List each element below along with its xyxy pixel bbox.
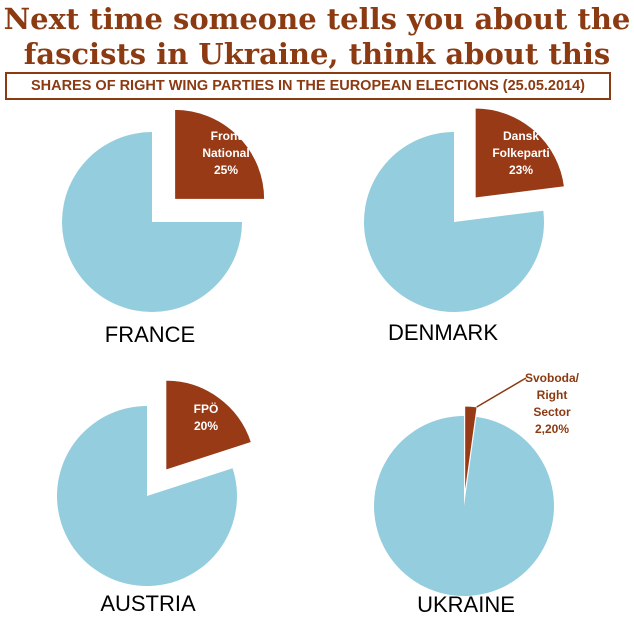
country-label: DENMARK — [388, 320, 498, 345]
title-line-2: fascists in Ukraine, think about this — [23, 37, 611, 71]
subtitle: SHARES OF RIGHT WING PARTIES IN THE EURO… — [30, 78, 586, 94]
pie-slice-other — [374, 416, 555, 596]
pie-slice-other — [57, 406, 238, 586]
country-label: AUSTRIA — [100, 591, 196, 616]
pie-slice-other — [62, 132, 242, 312]
pie-chart-austria: FPÖ 20% AUSTRIA — [57, 379, 253, 616]
title-line-1: Next time someone tells you about the — [3, 2, 631, 36]
slice-label: Sector — [533, 405, 571, 419]
pie-slice-right-wing — [174, 108, 266, 200]
slice-label: 23% — [509, 163, 533, 177]
country-label: FRANCE — [105, 322, 195, 347]
slice-label: National — [202, 146, 249, 160]
page-title: Next time someone tells you about the fa… — [0, 2, 634, 72]
pie-chart-denmark: Dansk Folkeparti 23% DENMARK — [364, 107, 566, 345]
pie-slice-right-wing — [474, 107, 566, 199]
country-label: UKRAINE — [417, 592, 515, 617]
slice-label: Svoboda/ — [525, 371, 580, 385]
pie-slice-other — [364, 132, 544, 312]
slice-label: 2,20% — [535, 422, 569, 436]
slice-label: Folkeparti — [492, 146, 549, 160]
slice-label: 25% — [214, 163, 238, 177]
pie-chart-ukraine: Svoboda/Right Sector 2,20% UKRAINE — [374, 371, 580, 617]
slice-label: Right — [537, 388, 568, 402]
leader-line — [476, 377, 527, 408]
slice-label: 20% — [194, 419, 218, 433]
slice-label: Front — [211, 129, 242, 143]
pie-slice-right-wing — [165, 379, 253, 471]
slice-label: FPÖ — [194, 401, 219, 416]
slice-label: Dansk — [503, 129, 539, 143]
pie-chart-france: Front National 25% FRANCE — [62, 108, 266, 347]
subtitle-box: SHARES OF RIGHT WING PARTIES IN THE EURO… — [5, 72, 611, 100]
